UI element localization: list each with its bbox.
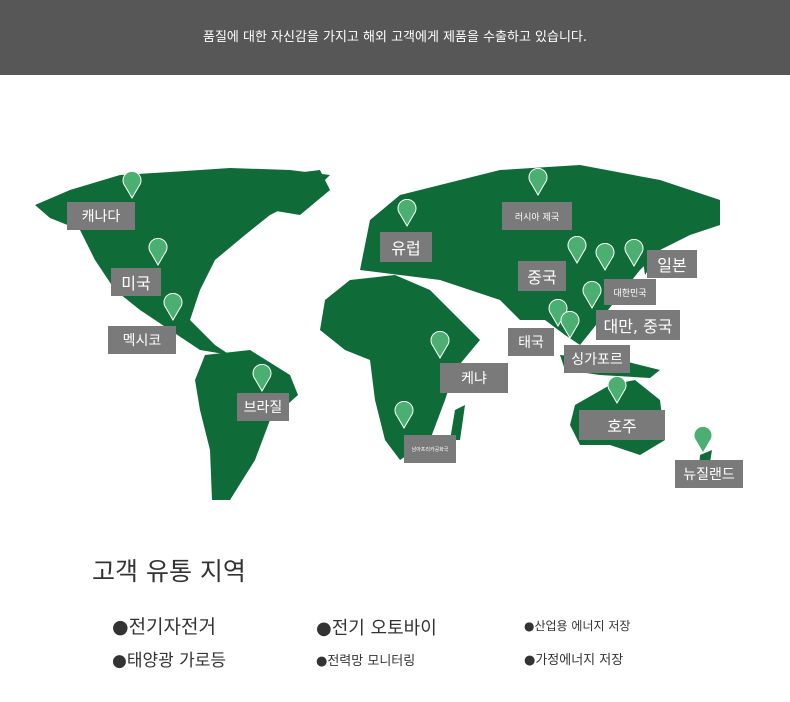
- map-label-russia: 러시아 제국: [502, 202, 572, 230]
- item-grid-monitoring: ●전력망 모니터링: [316, 654, 416, 669]
- item-solar-streetlight: ●태양광 가로등: [112, 651, 227, 671]
- map-pin-icon-europe[interactable]: [397, 198, 417, 227]
- map-label-kenya: 케냐: [440, 363, 508, 393]
- map-label-singapore: 싱가포르: [564, 345, 630, 373]
- map-label-china: 중국: [518, 261, 566, 291]
- map-label-thailand: 태국: [508, 328, 554, 356]
- header-text: 품질에 대한 자신감을 가지고 해외 고객에게 제품을 수출하고 있습니다.: [202, 30, 588, 45]
- map-label-usa: 미국: [111, 268, 161, 296]
- map-label-canada: 캐나다: [67, 202, 135, 230]
- section-title: 고객 유통 지역: [92, 557, 246, 586]
- map-pin-icon-singapore[interactable]: [560, 310, 580, 339]
- map-label-brazil: 브라질: [237, 393, 289, 421]
- map-label-mexico: 멕시코: [108, 326, 176, 354]
- europe-asia: [360, 165, 720, 345]
- south-america: [195, 350, 298, 500]
- map-pin-icon-russia[interactable]: [528, 167, 548, 196]
- map-pin-icon-new-zealand[interactable]: [693, 425, 713, 454]
- map-pin-icon-mexico[interactable]: [163, 292, 183, 321]
- item-industrial-storage: ●산업용 에너지 저장: [524, 619, 631, 633]
- map-label-south-africa: 남아프리카공화국: [404, 435, 456, 463]
- map-pin-icon-korea[interactable]: [595, 242, 615, 271]
- map-pin-icon-japan[interactable]: [624, 238, 644, 267]
- map-pin-icon-australia[interactable]: [607, 375, 627, 404]
- item-home-storage: ●가정에너지 저장: [524, 653, 624, 668]
- header-banner: 품질에 대한 자신감을 가지고 해외 고객에게 제품을 수출하고 있습니다.: [0, 0, 790, 75]
- map-label-japan: 일본: [647, 250, 697, 278]
- africa: [320, 275, 480, 460]
- item-e-motorcycle: ●전기 오토바이: [316, 618, 437, 639]
- map-label-taiwan: 대만, 중국: [596, 310, 680, 340]
- map-pin-icon-south-africa[interactable]: [394, 400, 414, 429]
- map-pin-icon-thailand[interactable]: [548, 298, 568, 327]
- map-label-korea: 대한민국: [604, 279, 656, 305]
- map-pin-icon-canada[interactable]: [122, 170, 142, 199]
- map-pin-icon-brazil[interactable]: [252, 363, 272, 392]
- greenland: [255, 170, 330, 215]
- map-pin-icon-taiwan[interactable]: [582, 280, 602, 309]
- map-pin-icon-usa[interactable]: [148, 237, 168, 266]
- madagascar: [450, 405, 465, 440]
- map-label-new-zealand: 뉴질랜드: [675, 460, 743, 488]
- item-e-bike: ●전기자전거: [112, 616, 216, 638]
- map-pin-icon-kenya[interactable]: [430, 330, 450, 359]
- map-label-europe: 유럽: [380, 232, 432, 262]
- map-label-australia: 호주: [579, 410, 665, 440]
- map-pin-icon-china[interactable]: [567, 235, 587, 264]
